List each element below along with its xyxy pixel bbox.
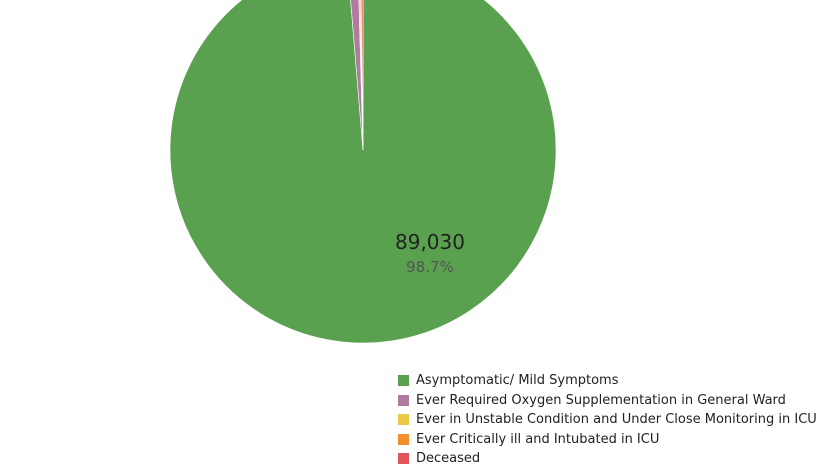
legend-item[interactable]: Ever in Unstable Condition and Under Clo… xyxy=(398,410,826,430)
slice-value-label-asymptomatic: 89,030 xyxy=(395,230,465,254)
legend-label: Asymptomatic/ Mild Symptoms xyxy=(416,373,619,389)
legend-label: Ever Required Oxygen Supplementation in … xyxy=(416,392,786,408)
legend: Asymptomatic/ Mild Symptoms Ever Require… xyxy=(398,371,826,469)
pie-data-labels: 89,030 98.7% xyxy=(395,230,465,276)
pie-slice-deceased[interactable] xyxy=(360,0,364,151)
pie-slice-asymptomatic[interactable] xyxy=(169,0,557,344)
legend-swatch xyxy=(398,453,409,465)
legend-swatch xyxy=(398,414,409,426)
legend-label: Ever Critically ill and Intubated in ICU xyxy=(416,431,660,447)
pie-slices xyxy=(169,0,557,344)
legend-item[interactable]: Asymptomatic/ Mild Symptoms xyxy=(398,371,826,391)
legend-item[interactable]: Deceased xyxy=(398,449,826,469)
legend-item[interactable]: Ever Critically ill and Intubated in ICU xyxy=(398,430,826,450)
legend-label: Ever in Unstable Condition and Under Clo… xyxy=(416,412,817,428)
legend-label: Deceased xyxy=(416,451,481,467)
slice-percent-label-asymptomatic: 98.7% xyxy=(406,258,454,276)
legend-item[interactable]: Ever Required Oxygen Supplementation in … xyxy=(398,391,826,411)
legend-swatch xyxy=(398,433,409,445)
legend-swatch xyxy=(398,394,409,406)
legend-swatch xyxy=(398,375,409,387)
